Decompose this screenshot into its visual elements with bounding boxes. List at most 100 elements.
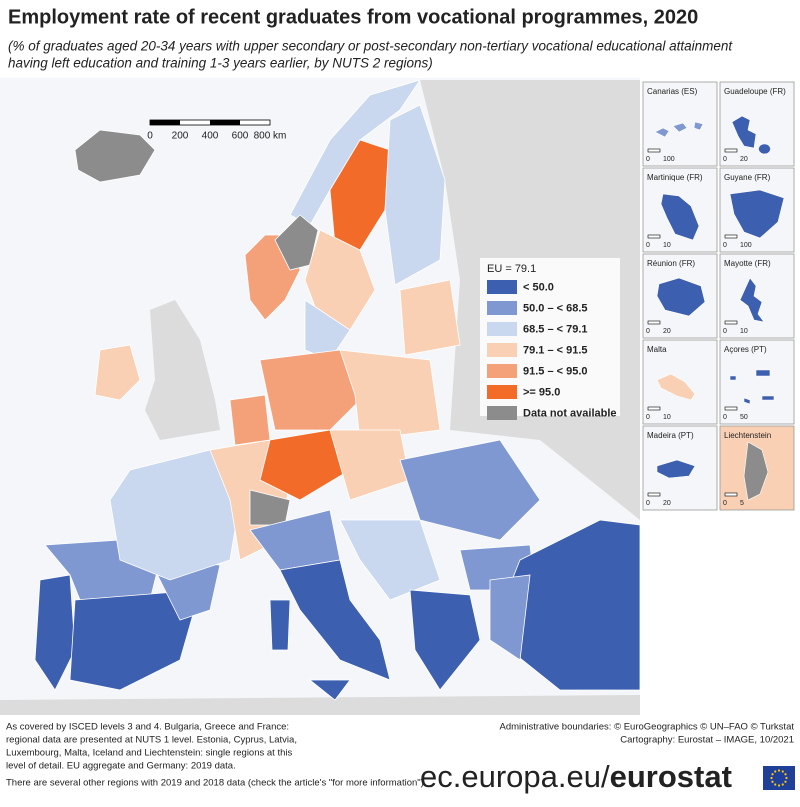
inset-scale-label: 100	[740, 242, 752, 249]
eu-flag-star	[781, 783, 784, 786]
footnote: level of detail. EU aggregate and German…	[6, 761, 236, 772]
inset-scale-bar	[647, 492, 661, 497]
eu-flag-star	[781, 770, 784, 773]
footnote: Luxembourg, Malta, Iceland and Liechtens…	[6, 748, 292, 759]
legend: EU = 79.1 < 50.0 50.0 – < 68.5 68.5 – < 79…	[480, 258, 620, 420]
region	[339, 519, 441, 601]
eu-flag-star	[784, 780, 787, 783]
inset-scale-bar	[647, 406, 661, 411]
eu-flag-star	[774, 770, 777, 773]
inset-name: Réunion (FR)	[647, 259, 695, 268]
inset-name: Martinique (FR)	[647, 173, 703, 182]
inset-region	[729, 369, 775, 405]
legend-label: 68.5 – < 79.1	[523, 323, 588, 335]
inset-scale-bar	[724, 234, 738, 239]
source-note: Cartography: Eurostat – IMAGE, 10/2021	[620, 735, 794, 746]
inset-scale-label: 0	[723, 156, 727, 163]
region	[274, 214, 319, 271]
inset-scale-label: 0	[646, 414, 650, 421]
legend-swatch	[487, 280, 517, 294]
inset-name: Açores (PT)	[724, 345, 767, 354]
inset-scale-bar	[647, 148, 661, 153]
region	[489, 574, 531, 661]
footnote: There are several other regions with 201…	[6, 778, 426, 789]
scale-label: 600	[232, 131, 249, 142]
scale-bar-segment	[210, 120, 240, 125]
legend-swatch	[487, 322, 517, 336]
inset-scale-label: 20	[740, 156, 748, 163]
legend-swatch	[487, 343, 517, 357]
logo-brand: eurostat	[610, 759, 732, 794]
scale-label: 400	[202, 131, 219, 142]
inset-scale-label: 10	[663, 242, 671, 249]
region	[399, 439, 541, 541]
eu-flag-star	[774, 783, 777, 786]
inset-scale-bar	[724, 148, 738, 153]
inset-region	[729, 189, 785, 239]
legend-title: EU = 79.1	[487, 263, 536, 275]
legend-swatch	[487, 385, 517, 399]
inset-region	[739, 277, 765, 323]
inset-region	[731, 115, 771, 155]
inset: Réunion (FR) 0 20	[642, 253, 718, 339]
logo-site: ec.europa.eu/	[420, 759, 610, 794]
inset-scale-bar	[724, 320, 738, 325]
inset-scale-label: 0	[646, 328, 650, 335]
inset-scale-bar	[647, 234, 661, 239]
inset-name: Madeira (PT)	[647, 431, 694, 440]
legend-label: < 50.0	[523, 281, 554, 293]
eu-flag-star	[784, 773, 787, 776]
inset-name: Malta	[647, 345, 667, 354]
non-eu-land	[0, 695, 640, 715]
region	[259, 349, 361, 431]
inset: Mayotte (FR) 0 10	[719, 253, 795, 339]
eu-flag-star	[777, 769, 781, 772]
region	[94, 344, 141, 401]
inset: Liechtenstein 0 5	[719, 425, 795, 511]
region	[384, 104, 446, 286]
inset-region	[656, 277, 706, 317]
scale-label: 800 km	[254, 131, 287, 142]
footnote: As covered by ISCED levels 3 and 4. Bulg…	[6, 722, 289, 733]
region	[74, 129, 156, 183]
inset-scale-label: 0	[646, 156, 650, 163]
inset-scale-label: 0	[646, 242, 650, 249]
inset-region	[656, 373, 696, 401]
inset-scale-bar	[724, 406, 738, 411]
inset-region	[660, 193, 700, 241]
region	[399, 279, 461, 356]
inset-scale-label: 10	[740, 328, 748, 335]
inset-region	[656, 459, 696, 479]
region	[308, 679, 351, 701]
scale-label: 0	[147, 131, 153, 142]
inset-scale-label: 0	[723, 242, 727, 249]
inset: Guyane (FR) 0 100	[719, 167, 795, 253]
inset-scale-label: 0	[723, 414, 727, 421]
region	[289, 79, 421, 226]
footnote: regional data are presented at NUTS 1 le…	[6, 735, 297, 746]
region	[34, 574, 76, 691]
region	[279, 559, 391, 681]
inset-region	[654, 121, 704, 138]
eu-flag-star	[770, 776, 773, 780]
inset-scale-label: 5	[740, 500, 744, 507]
inset-name: Guyane (FR)	[724, 173, 771, 182]
region	[259, 429, 351, 501]
eu-flag-star	[785, 776, 788, 780]
legend-label: 79.1 – < 91.5	[523, 344, 588, 356]
inset-name: Guadeloupe (FR)	[724, 87, 786, 96]
inset-scale-label: 50	[740, 414, 748, 421]
inset-scale-label: 100	[663, 156, 675, 163]
scale-bar-segment	[150, 120, 180, 125]
eu-flag-star	[771, 773, 774, 776]
legend-swatch	[487, 406, 517, 420]
inset: Guadeloupe (FR) 0 20	[719, 81, 795, 167]
inset-scale-bar	[724, 492, 738, 497]
region	[229, 394, 271, 446]
inset: Canarias (ES) 0 100	[642, 81, 718, 167]
region	[409, 589, 481, 691]
inset: Açores (PT) 0 50	[719, 339, 795, 425]
legend-label: >= 95.0	[523, 386, 560, 398]
inset-scale-label: 0	[646, 500, 650, 507]
